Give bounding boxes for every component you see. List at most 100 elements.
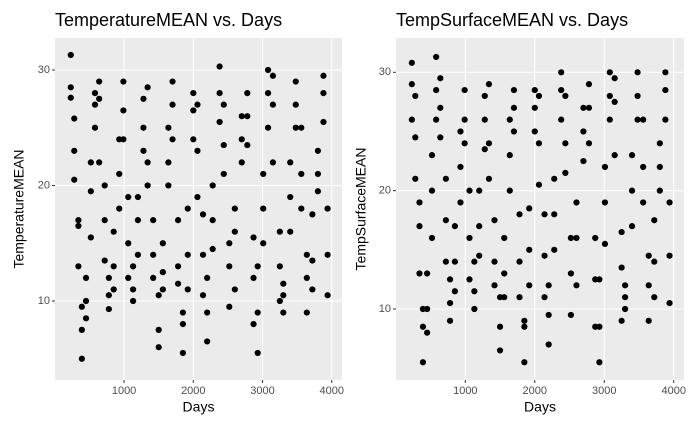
point	[606, 69, 613, 76]
point	[269, 101, 277, 108]
point	[408, 81, 415, 88]
point	[159, 240, 166, 247]
point	[535, 181, 543, 188]
point	[155, 344, 162, 351]
point	[199, 292, 207, 299]
point	[204, 274, 211, 281]
point	[199, 251, 207, 258]
point	[174, 280, 182, 287]
point	[526, 282, 533, 289]
point	[276, 297, 283, 305]
point	[521, 359, 528, 366]
point	[621, 282, 629, 289]
point	[260, 205, 267, 212]
point	[140, 124, 147, 131]
point	[466, 276, 473, 283]
chart-panel: 10 20 30 1000 2000 3000 4000 TempSurfaceMEAN vs…	[353, 10, 686, 415]
point	[606, 92, 613, 100]
x-tick-label: 2000	[523, 385, 547, 397]
point	[466, 187, 473, 194]
point	[220, 141, 227, 149]
point	[645, 252, 652, 259]
point	[150, 217, 157, 224]
point	[461, 86, 468, 94]
point	[451, 288, 459, 295]
chart-title: TempSurfaceMEAN vs. Days	[396, 10, 628, 30]
point	[226, 240, 233, 247]
point	[506, 116, 513, 123]
point	[666, 252, 673, 259]
point	[580, 128, 587, 135]
point	[567, 234, 575, 242]
point	[651, 294, 658, 301]
point	[238, 136, 245, 143]
point	[656, 187, 663, 194]
chart-panel: 10 20 30 1000 2000 3000 4000 TemperatureMEAN vs…	[11, 10, 344, 415]
point	[437, 75, 444, 82]
point	[408, 59, 415, 66]
point	[451, 258, 459, 265]
point	[656, 140, 663, 147]
point	[91, 89, 99, 97]
point	[476, 187, 483, 194]
point	[516, 211, 523, 218]
point	[526, 205, 533, 212]
point	[110, 263, 117, 270]
point	[96, 78, 103, 85]
point	[433, 86, 440, 94]
point	[501, 294, 508, 301]
point	[199, 211, 207, 218]
point	[140, 95, 147, 102]
point	[516, 258, 523, 265]
point	[220, 101, 227, 108]
point	[541, 211, 548, 218]
point	[585, 81, 593, 88]
point	[254, 349, 261, 357]
point	[244, 141, 251, 149]
point	[190, 136, 197, 143]
point	[264, 124, 272, 131]
point	[551, 246, 558, 253]
point	[457, 199, 464, 206]
point	[596, 359, 603, 366]
point	[580, 104, 587, 111]
point	[120, 136, 127, 143]
x-axis-title: Days	[183, 399, 215, 415]
point	[125, 274, 132, 281]
point	[179, 309, 187, 316]
point	[159, 286, 166, 293]
point	[485, 175, 493, 182]
point	[140, 147, 147, 154]
point	[628, 187, 636, 194]
y-tick-label: 30	[379, 66, 391, 78]
point	[621, 305, 629, 313]
point	[471, 258, 478, 265]
point	[260, 240, 267, 247]
point	[558, 116, 565, 123]
point	[535, 140, 543, 147]
point	[78, 303, 85, 310]
point	[309, 257, 316, 264]
point	[159, 269, 166, 276]
point	[190, 107, 197, 114]
point	[309, 211, 316, 218]
point	[424, 305, 431, 313]
point	[231, 205, 238, 212]
point	[476, 223, 483, 230]
point	[510, 104, 518, 111]
point	[155, 292, 162, 299]
point	[116, 170, 123, 178]
point	[645, 317, 652, 324]
point	[226, 263, 233, 270]
point	[314, 188, 322, 195]
point	[645, 282, 652, 289]
y-tick-label: 10	[379, 303, 391, 315]
point	[596, 276, 603, 283]
point	[324, 251, 331, 258]
point	[292, 124, 299, 131]
point	[184, 205, 191, 212]
point	[573, 282, 580, 289]
point	[551, 175, 558, 182]
point	[531, 128, 538, 135]
point	[471, 288, 478, 295]
